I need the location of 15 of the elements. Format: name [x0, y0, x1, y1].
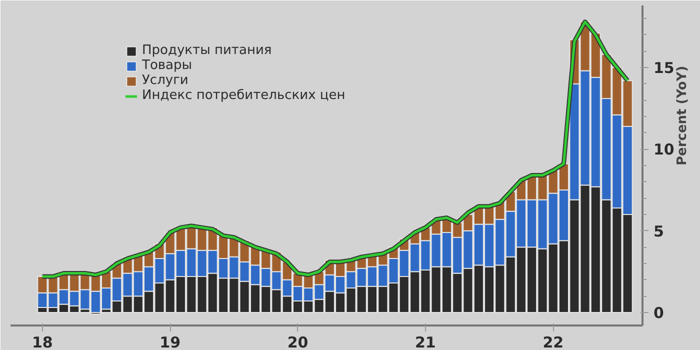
legend-label: Продукты питания: [142, 43, 272, 58]
y-axis-title: Percent (YoY): [674, 66, 690, 166]
legend-label: Услуги: [142, 73, 188, 88]
y-tick-label: 15: [654, 59, 674, 78]
x-tick-label: 21: [415, 334, 436, 350]
legend-label: Индекс потребительских цен: [142, 88, 346, 103]
x-tick-label: 18: [32, 334, 53, 350]
y-tick-label: 0: [654, 304, 664, 322]
legend-label: Товары: [142, 58, 192, 73]
x-tick-label: 19: [160, 334, 181, 350]
y-tick-label: 10: [654, 140, 674, 159]
x-tick-label: 22: [542, 334, 564, 350]
x-tick-label: 20: [287, 334, 308, 350]
line-series: [40, 20, 630, 279]
y-tick-label: 5: [654, 222, 664, 240]
